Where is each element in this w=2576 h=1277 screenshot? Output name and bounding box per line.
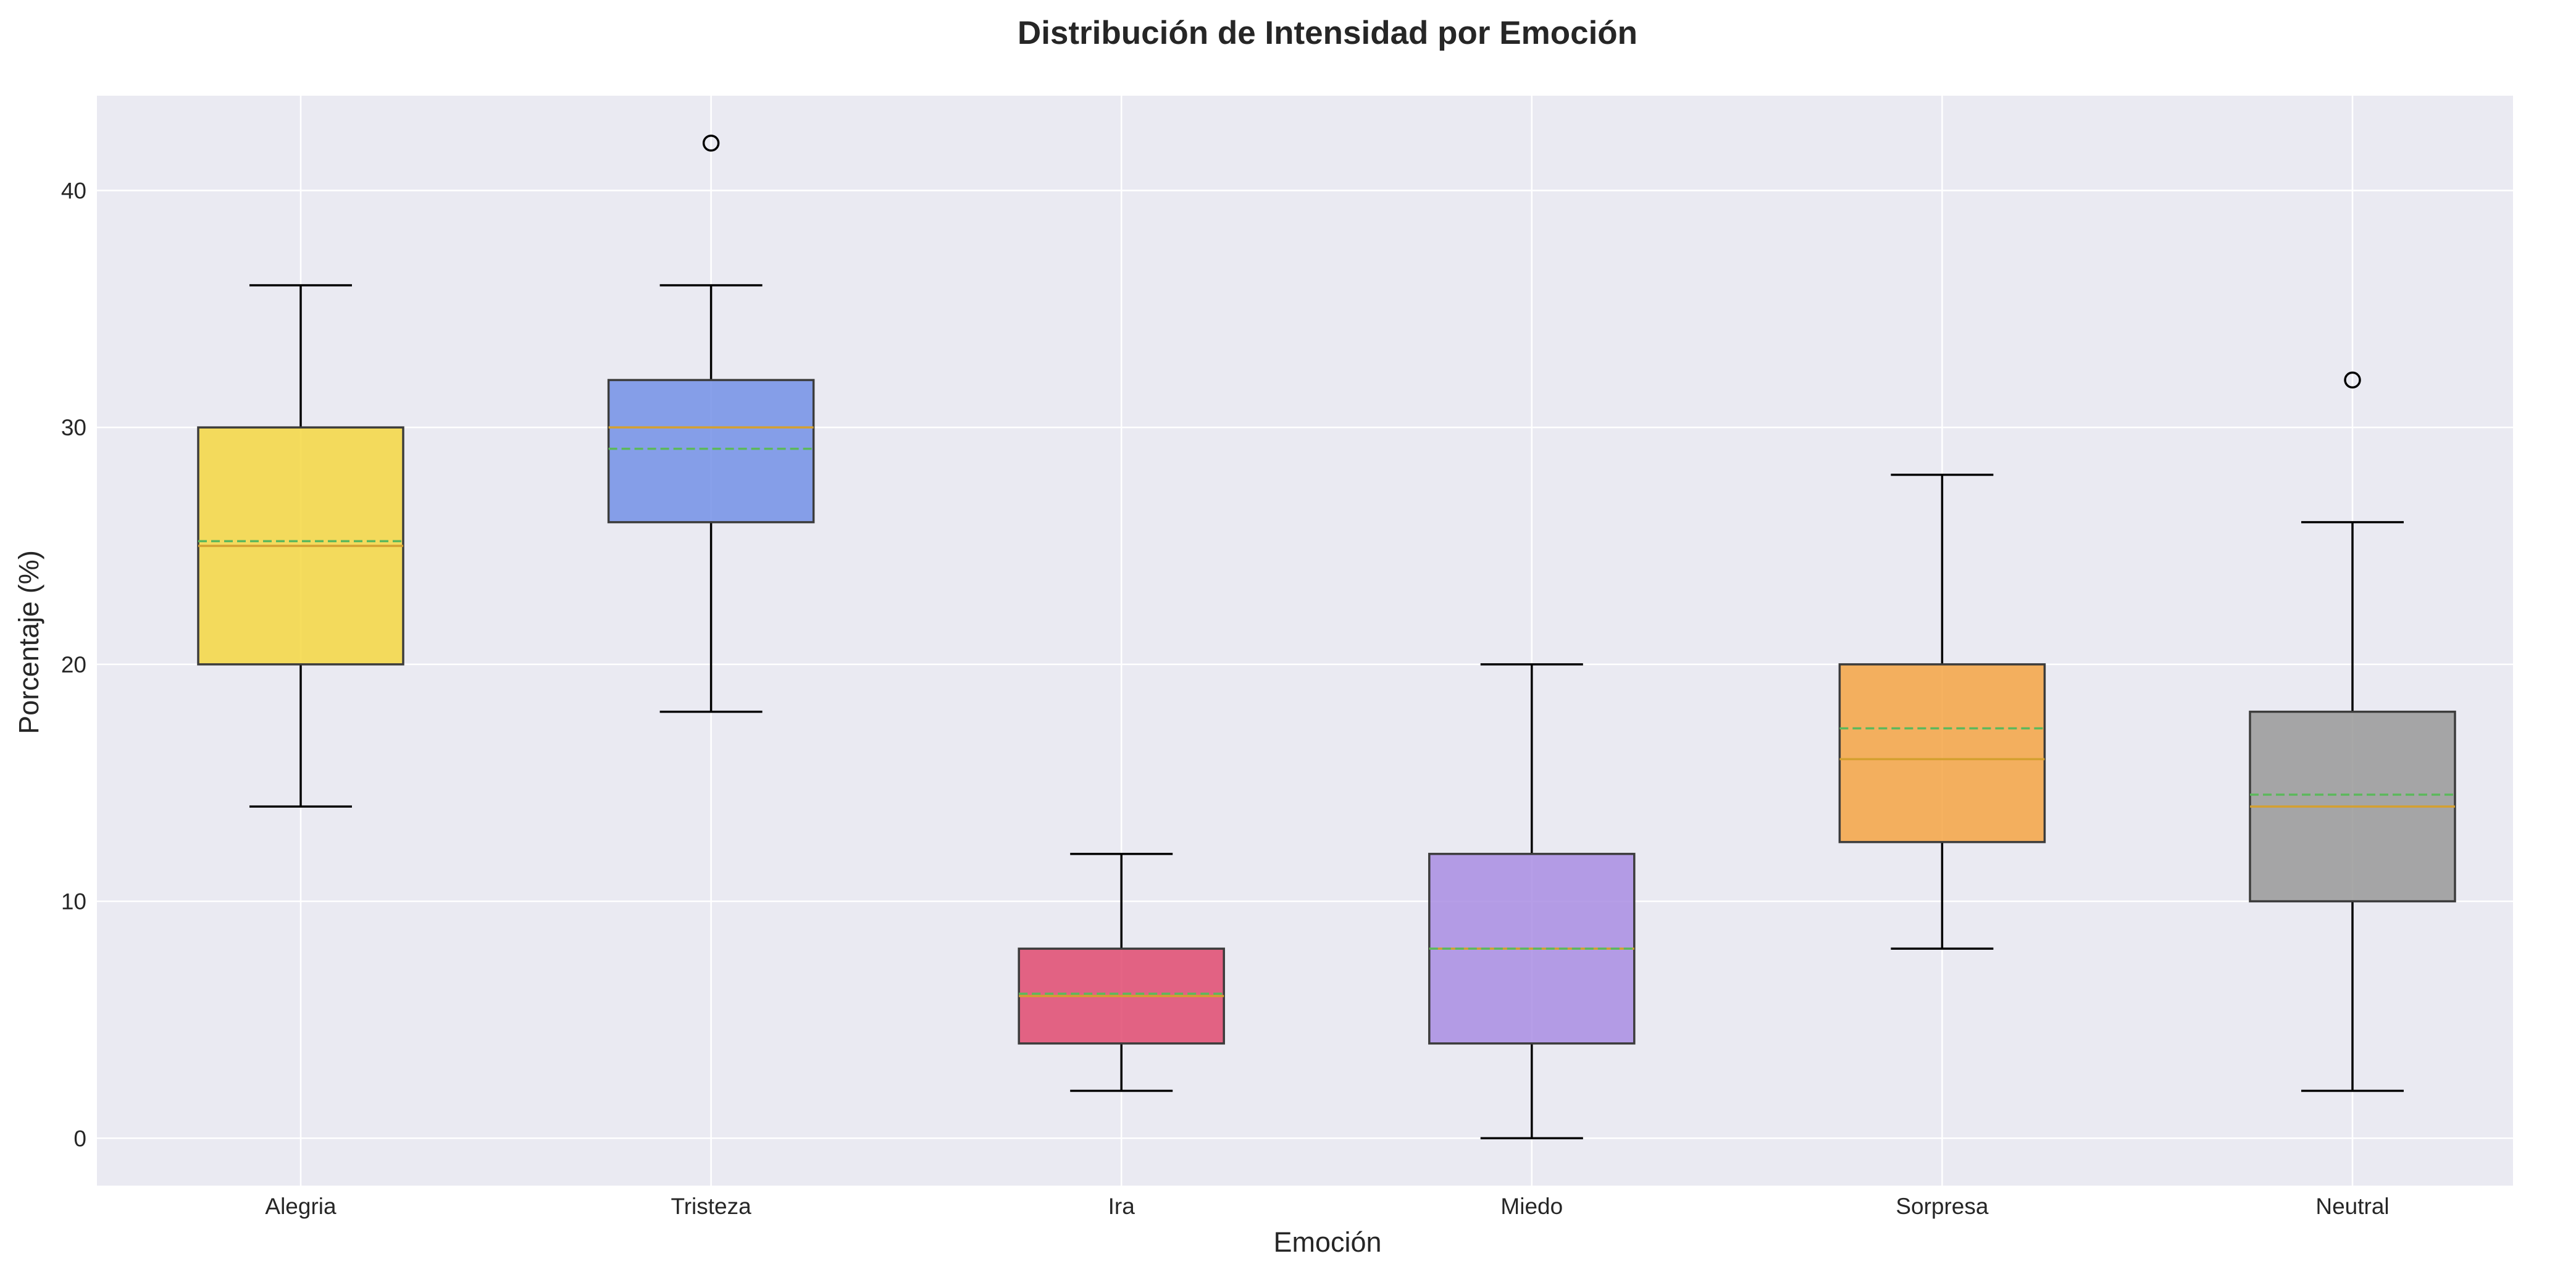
- box-sorpresa: [1838, 474, 2046, 950]
- x-tick-label: Neutral: [2315, 1194, 2389, 1219]
- y-tick-label: 0: [73, 1126, 86, 1151]
- y-tick-label: 20: [61, 652, 86, 677]
- x-tick-label: Miedo: [1500, 1194, 1563, 1219]
- plot-background: [97, 96, 2513, 1186]
- box-tristeza: [607, 134, 815, 713]
- box-series: [197, 134, 2456, 1140]
- box-miedo: [1428, 663, 1636, 1140]
- x-tick-label: Sorpresa: [1896, 1194, 1989, 1219]
- x-tick-label: Ira: [1108, 1194, 1135, 1219]
- axis-ticks: 0 10 20 30 40 Alegria Tristeza Ira Miedo Sorpresa…: [61, 178, 2390, 1219]
- y-tick-label: 40: [61, 178, 86, 203]
- box-ira: [1018, 853, 1225, 1092]
- outlier-point: [702, 134, 720, 152]
- x-tick-label: Alegria: [265, 1194, 337, 1219]
- iqr-box: [1838, 663, 2046, 844]
- x-axis-label: Emoción: [1273, 1226, 1381, 1258]
- iqr-box: [607, 379, 815, 524]
- y-tick-label: 10: [61, 889, 86, 915]
- box-neutral: [2249, 371, 2456, 1092]
- outlier-point: [2344, 371, 2361, 389]
- y-axis-label: Porcentaje (%): [13, 550, 44, 734]
- box-alegria: [197, 284, 404, 808]
- y-tick-label: 30: [61, 415, 86, 440]
- chart-title: Distribución de Intensidad por Emoción: [1018, 15, 1637, 51]
- x-tick-label: Tristeza: [671, 1194, 751, 1219]
